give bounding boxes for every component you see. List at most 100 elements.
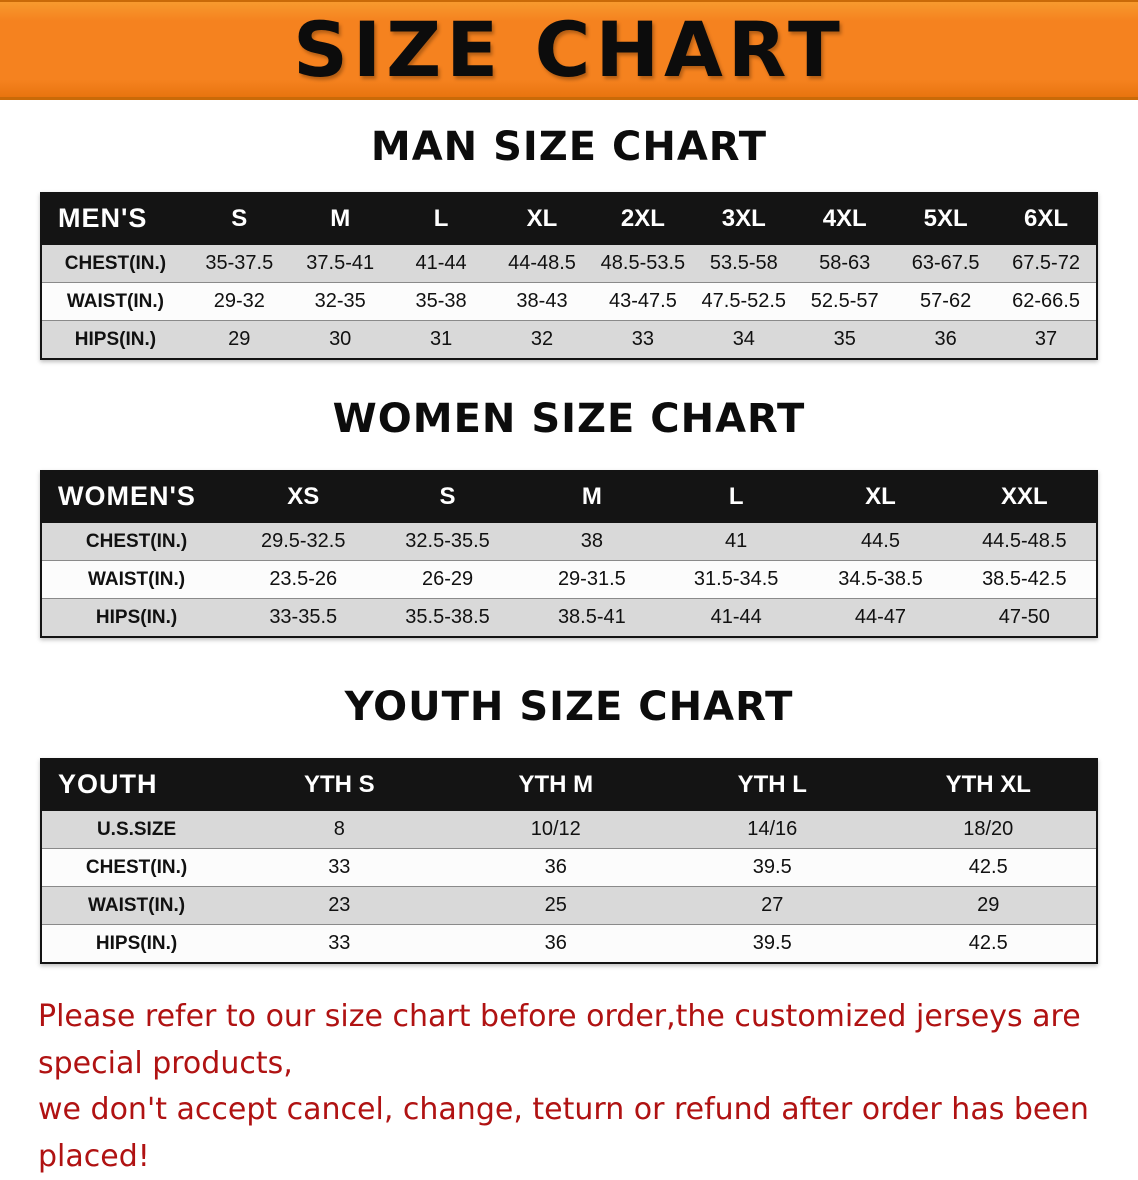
- measurement-value: 32-35: [289, 282, 391, 321]
- measurement-value: 52.5-57: [794, 282, 896, 321]
- measurement-value: 47.5-52.5: [693, 282, 795, 321]
- measurement-value: 48.5-53.5: [600, 252, 686, 274]
- measurement-value: 34: [693, 320, 795, 359]
- measurement-value: 10/12: [530, 818, 581, 840]
- measurement-value: 14/16: [747, 818, 798, 840]
- measurement-value: 44-47: [808, 598, 953, 637]
- men-size-table-container: MEN'S S M L XL 2XL 3XL 4XL 5XL 6XL CHEST(IN.) 35-37…: [40, 192, 1098, 360]
- measurement-value: 32: [491, 320, 593, 359]
- measurement-value: 29-32: [188, 282, 290, 321]
- measurement-label: WAIST(IN.): [41, 282, 189, 321]
- measurement-value: 27: [664, 886, 881, 925]
- measurement-value: 38: [580, 530, 603, 552]
- banner-title: SIZE CHART: [293, 4, 845, 94]
- measurement-row: WAIST(IN.) 23 25 27 29: [41, 886, 1097, 925]
- measurement-value: 44.5: [861, 530, 900, 552]
- table-corner-label: YOUTH: [41, 759, 232, 811]
- measurement-row: HIPS(IN.) 33-35.5 35.5-38.5 38.5-41 41-44 44-…: [41, 598, 1097, 637]
- measurement-value: 36: [447, 848, 665, 887]
- measurement-value: 42.5: [880, 848, 1097, 887]
- measurement-value: 41-44: [664, 598, 809, 637]
- table-corner-label: WOMEN'S: [41, 471, 232, 523]
- measurement-row: HIPS(IN.) 29 30 31 32 33 34 35 36 37: [41, 320, 1097, 359]
- size-header-row: YOUTH YTH S YTH M YTH L YTH XL: [41, 759, 1097, 811]
- measurement-row: CHEST(IN.) 33 36 39.5 42.5: [41, 848, 1097, 887]
- measurement-value: 58-63: [819, 252, 871, 274]
- measurement-value: 35.5-38.5: [375, 598, 520, 637]
- measurement-value: 33: [231, 848, 448, 887]
- measurement-value: 63-67.5: [911, 252, 980, 274]
- size-column-header: S: [375, 471, 520, 523]
- size-column-header: 5XL: [895, 193, 997, 245]
- measurement-label: CHEST(IN.): [85, 530, 188, 552]
- measurement-value: 32.5-35.5: [405, 530, 490, 552]
- measurement-value: 42.5: [880, 924, 1097, 963]
- measurement-row: CHEST(IN.) 35-37.5 37.5-41 41-44 44-48.5 48.5…: [41, 244, 1097, 283]
- size-table: WOMEN'S XS S M L XL XXL CHEST(IN.) 29.5-32.5 32.5…: [40, 470, 1098, 638]
- measurement-value: 57-62: [895, 282, 997, 321]
- measurement-value: 8: [333, 818, 345, 840]
- measurement-value: 33: [592, 320, 694, 359]
- measurement-value: 29: [880, 886, 1097, 925]
- measurement-value: 38.5-41: [519, 598, 665, 637]
- measurement-value: 26-29: [375, 560, 520, 599]
- size-header-row: WOMEN'S XS S M L XL XXL: [41, 471, 1097, 523]
- measurement-label: WAIST(IN.): [41, 886, 232, 925]
- measurement-label: U.S.SIZE: [96, 818, 177, 840]
- size-column-header: 3XL: [693, 193, 795, 245]
- measurement-value: 53.5-58: [709, 252, 778, 274]
- measurement-value: 23.5-26: [231, 560, 376, 599]
- measurement-value: 36: [895, 320, 997, 359]
- measurement-row: HIPS(IN.) 33 36 39.5 42.5: [41, 924, 1097, 963]
- size-column-header: XL: [808, 471, 953, 523]
- measurement-label: CHEST(IN.): [41, 848, 232, 887]
- size-column-header: YTH M: [447, 759, 665, 811]
- measurement-value: 38-43: [491, 282, 593, 321]
- measurement-label: HIPS(IN.): [41, 924, 232, 963]
- size-column-header: S: [188, 193, 290, 245]
- measurement-row: WAIST(IN.) 29-32 32-35 35-38 38-43 43-47.5 47.…: [41, 282, 1097, 321]
- measurement-label: HIPS(IN.): [41, 320, 189, 359]
- measurement-value: 47-50: [952, 598, 1097, 637]
- youth-size-table-container: YOUTH YTH S YTH M YTH L YTH XL U.S.SIZE 8 10/12…: [40, 758, 1098, 964]
- measurement-value: 44.5-48.5: [982, 530, 1067, 552]
- measurement-label: CHEST(IN.): [64, 252, 167, 274]
- measurement-value: 25: [447, 886, 665, 925]
- measurement-value: 36: [447, 924, 665, 963]
- women-section-heading: WOMEN SIZE CHART: [332, 396, 806, 442]
- measurement-value: 29.5-32.5: [260, 530, 346, 552]
- measurement-value: 37.5-41: [306, 252, 375, 274]
- measurement-value: 35-37.5: [205, 252, 274, 274]
- men-section-heading: MAN SIZE CHART: [370, 124, 768, 170]
- measurement-value: 37: [996, 320, 1097, 359]
- size-column-header: L: [664, 471, 809, 523]
- table-corner-label: MEN'S: [41, 193, 189, 245]
- measurement-value: 62-66.5: [996, 282, 1097, 321]
- size-column-header: YTH S: [231, 759, 448, 811]
- measurement-label: WAIST(IN.): [41, 560, 232, 599]
- size-column-header: L: [390, 193, 492, 245]
- measurement-value: 29: [188, 320, 290, 359]
- measurement-value: 35: [794, 320, 896, 359]
- size-column-header: XL: [491, 193, 593, 245]
- measurement-row: WAIST(IN.) 23.5-26 26-29 29-31.5 31.5-34.5 34…: [41, 560, 1097, 599]
- measurement-value: 39.5: [664, 924, 881, 963]
- measurement-value: 29-31.5: [519, 560, 665, 599]
- measurement-value: 35-38: [390, 282, 492, 321]
- measurement-value: 41: [725, 530, 748, 552]
- measurement-row: U.S.SIZE 8 10/12 14/16 18/20: [41, 810, 1097, 849]
- measurement-label: HIPS(IN.): [41, 598, 232, 637]
- women-size-table-container: WOMEN'S XS S M L XL XXL CHEST(IN.) 29.5-32.5 32.5…: [40, 470, 1098, 638]
- measurement-value: 41-44: [415, 252, 467, 274]
- measurement-value: 31: [390, 320, 492, 359]
- measurement-value: 34.5-38.5: [808, 560, 953, 599]
- measurement-value: 18/20: [963, 818, 1014, 840]
- size-column-header: 4XL: [794, 193, 896, 245]
- measurement-value: 39.5: [664, 848, 881, 887]
- size-table: YOUTH YTH S YTH M YTH L YTH XL U.S.SIZE 8 10/12…: [40, 758, 1098, 964]
- measurement-value: 38.5-42.5: [952, 560, 1097, 599]
- size-column-header: XS: [231, 471, 376, 523]
- measurement-value: 30: [289, 320, 391, 359]
- size-column-header: XXL: [952, 471, 1097, 523]
- measurement-value: 43-47.5: [592, 282, 694, 321]
